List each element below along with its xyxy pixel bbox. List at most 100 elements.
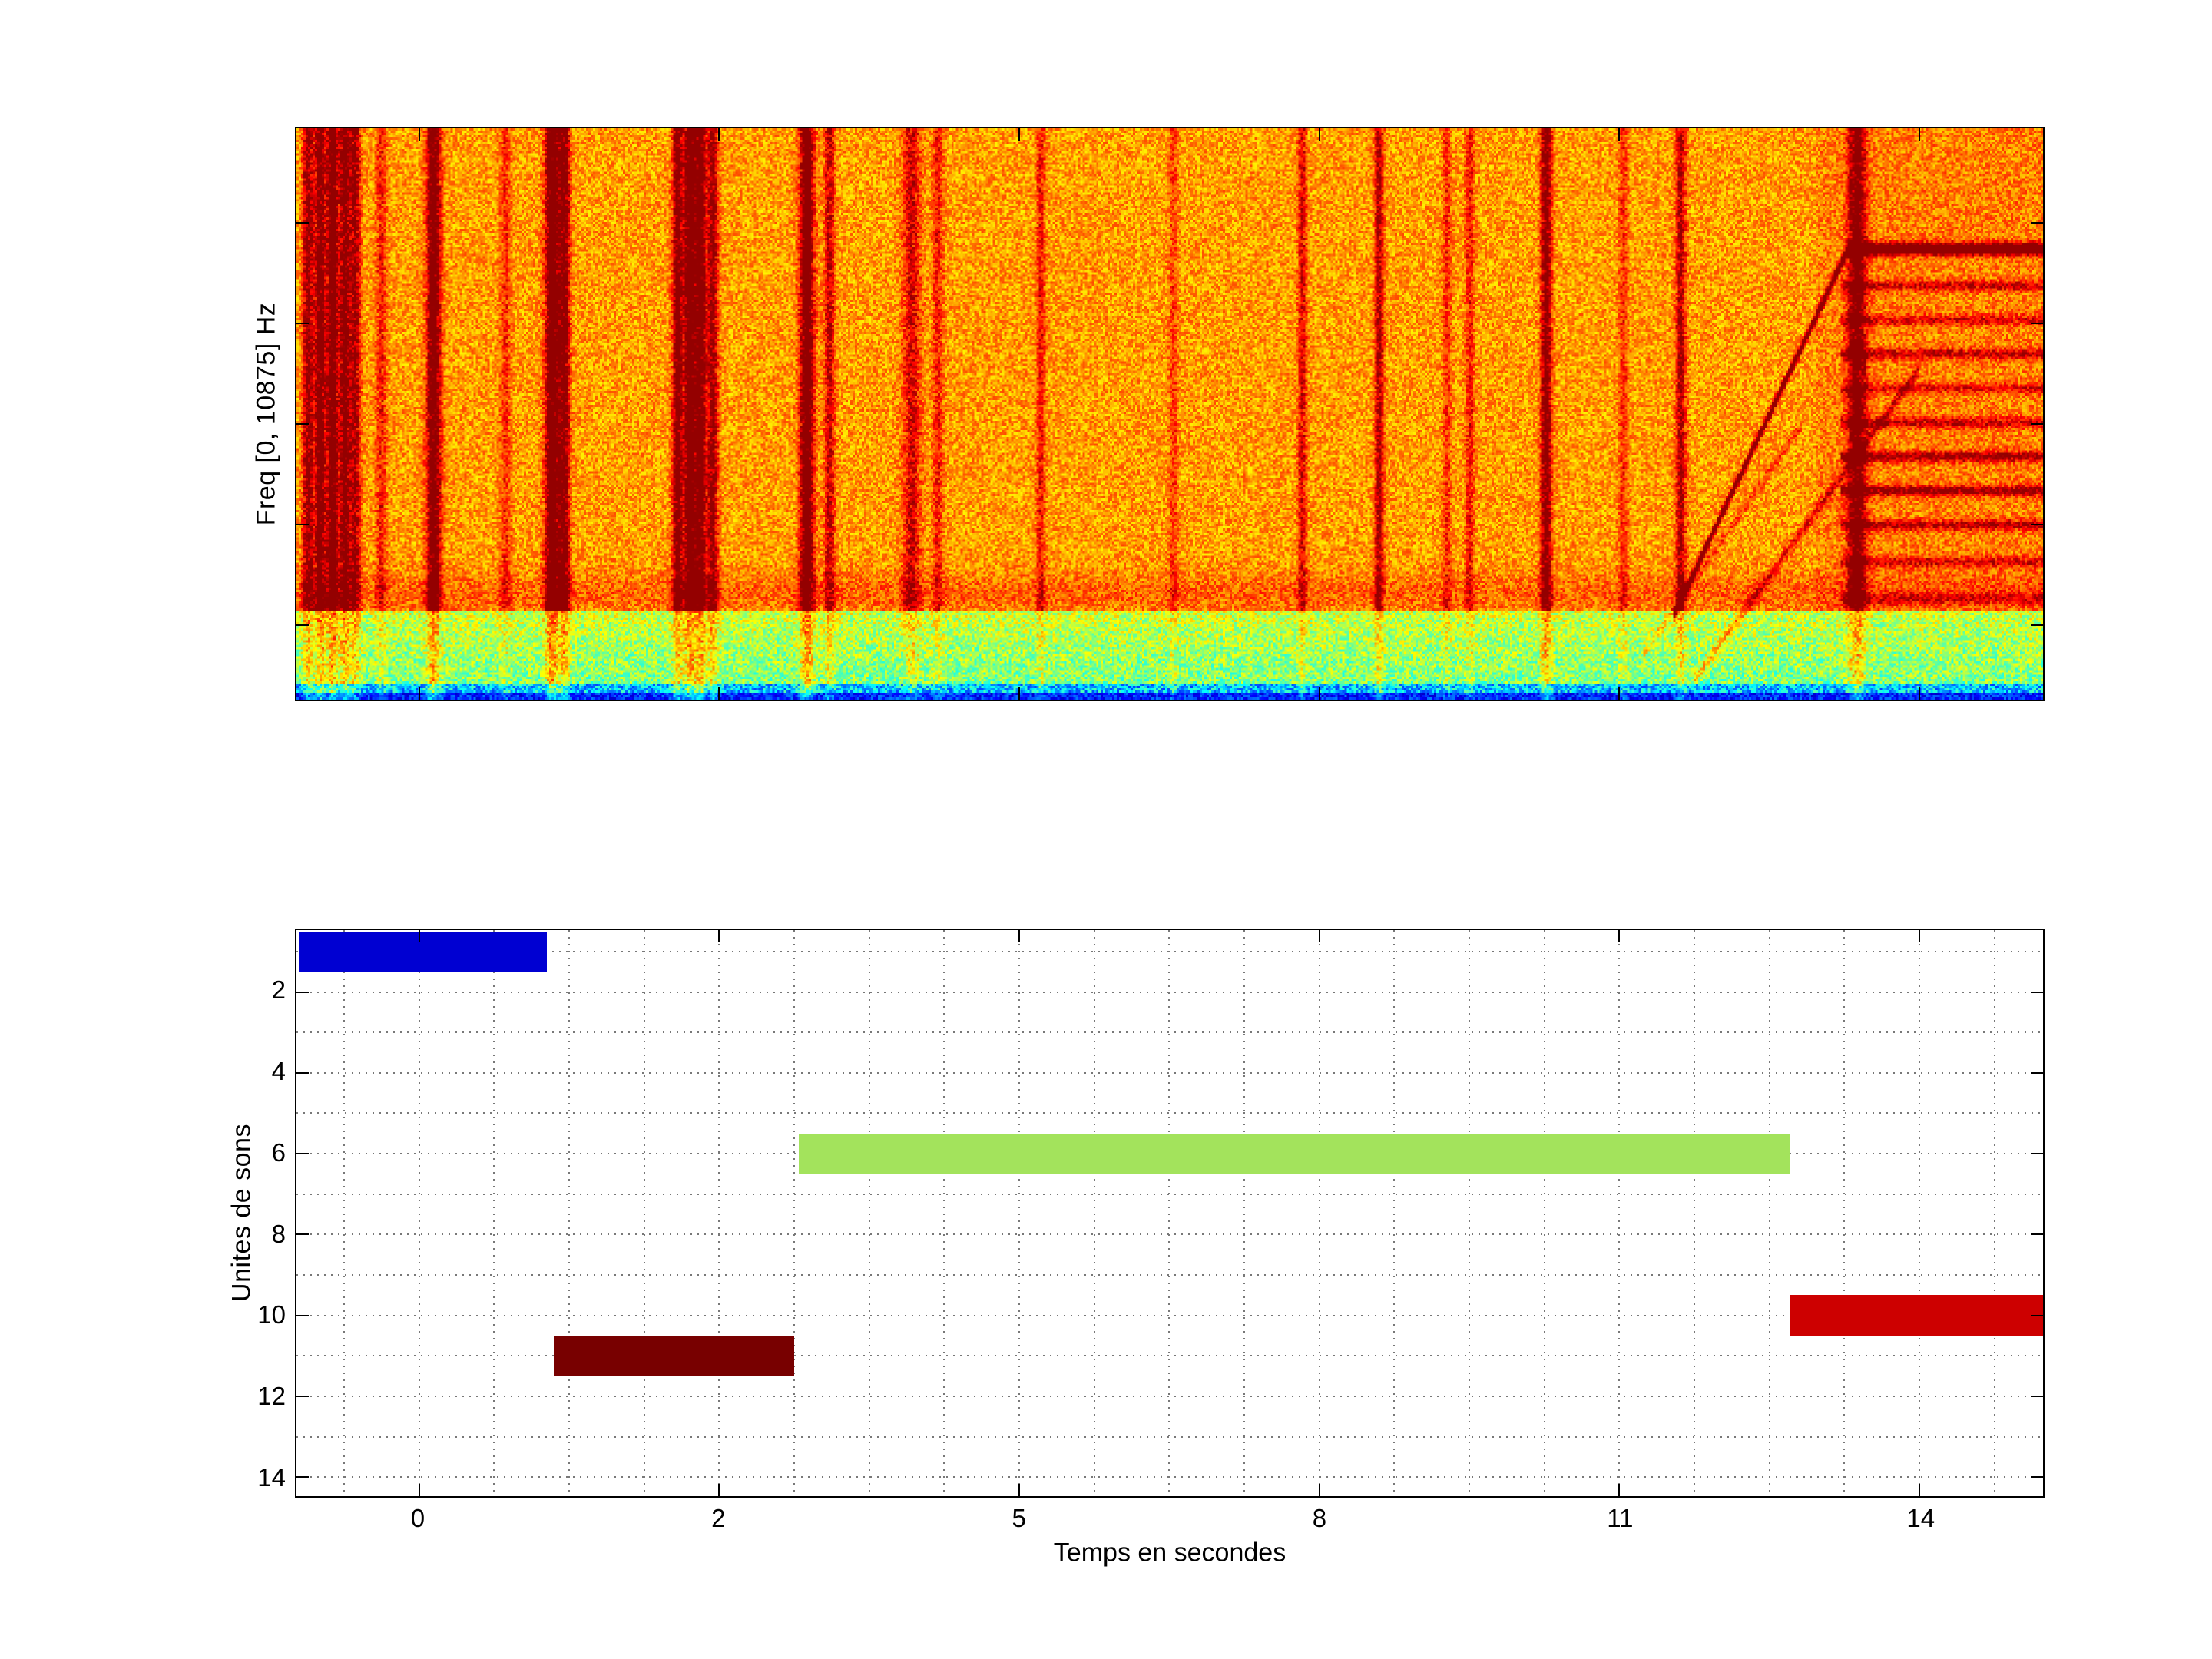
axis-tick [296,1153,309,1155]
sound-unit-segment-10 [1789,1295,2043,1336]
grid-line-vertical [1093,930,1095,1496]
grid-line-vertical [343,930,345,1496]
grid-line-vertical [868,930,870,1496]
x-tick-label: 14 [1906,1504,1936,1532]
grid-line-vertical [1318,930,1320,1496]
x-tick-label: 2 [711,1504,726,1532]
axis-tick [1919,687,1920,700]
axis-tick [2031,1233,2043,1236]
grid-line-vertical [1768,930,1770,1496]
grid-line-vertical [1843,930,1846,1496]
axis-tick [1618,1484,1621,1496]
axis-tick [296,422,309,425]
axis-tick [418,128,420,141]
axis-tick [2031,624,2043,626]
sound-unit-segment-6 [799,1133,1790,1174]
axis-tick [1618,930,1621,942]
grid-line-horizontal [296,1193,2043,1195]
axis-tick [1318,128,1320,141]
x-tick-label: 5 [1012,1504,1026,1532]
sound-unit-segment-11 [554,1336,794,1376]
grid-line-vertical [568,930,570,1496]
grid-line-vertical [943,930,945,1496]
y-tick-label: 2 [271,975,286,1004]
grid-line-vertical [1468,930,1470,1496]
axis-tick [1318,1484,1320,1496]
axis-tick [2031,1071,2043,1074]
grid-line-horizontal [296,1031,2043,1034]
grid-line-vertical [718,930,720,1496]
spectrogram-ylabel: Freq [0, 10875] Hz [251,302,281,526]
x-tick-label: 8 [1312,1504,1327,1532]
grid-line-horizontal [296,991,2043,993]
grid-line-horizontal [296,1355,2043,1357]
axis-tick [2031,523,2043,525]
grid-line-vertical [1993,930,1995,1496]
axis-tick [1018,687,1020,700]
grid-line-horizontal [296,1476,2043,1479]
axis-tick [1919,128,1920,141]
axis-tick [296,322,309,324]
axis-tick [1618,128,1621,141]
axis-tick [1018,1484,1020,1496]
axis-tick [418,1484,420,1496]
grid-line-horizontal [296,1395,2043,1397]
axis-tick [296,1233,309,1236]
axis-tick [718,930,720,942]
axis-tick [1919,1484,1920,1496]
axis-tick [296,221,309,224]
spectrogram-image [296,128,2043,700]
axis-tick [296,991,309,993]
axis-tick [2031,422,2043,425]
axis-tick [718,128,720,141]
axis-tick [2031,1476,2043,1479]
grid-line-vertical [1693,930,1695,1496]
grid-line-horizontal [296,1112,2043,1114]
grid-line-horizontal [296,1233,2043,1236]
grid-line-horizontal [296,1435,2043,1438]
grid-line-horizontal [296,1071,2043,1074]
axis-tick [418,687,420,700]
grid-line-horizontal [296,1314,2043,1316]
axis-tick [1318,687,1320,700]
axis-tick [296,1395,309,1397]
y-tick-label: 6 [271,1137,286,1167]
grid-line-vertical [793,930,795,1496]
axis-tick [1919,930,1920,942]
axis-tick [296,523,309,525]
time-axis-label: Temps en secondes [1053,1538,1286,1568]
axis-tick [296,1071,309,1074]
axis-tick [718,1484,720,1496]
grid-line-horizontal [296,1274,2043,1277]
axis-tick [1618,687,1621,700]
grid-line-vertical [418,930,420,1496]
axis-tick [2031,1395,2043,1397]
axis-tick [2031,322,2043,324]
spectrogram-axes [295,127,2045,701]
axis-tick [2031,1153,2043,1155]
y-tick-label: 8 [271,1219,286,1248]
axis-tick [296,1476,309,1479]
grid-line-vertical [1618,930,1621,1496]
grid-line-vertical [493,930,495,1496]
axis-tick [2031,221,2043,224]
y-tick-label: 10 [257,1300,286,1330]
axis-tick [2031,991,2043,993]
axis-tick [296,624,309,626]
grid-line-vertical [643,930,645,1496]
grid-line-vertical [1393,930,1396,1496]
axis-tick [418,930,420,942]
y-tick-label: 12 [257,1382,286,1411]
axis-tick [2031,1314,2043,1316]
axis-tick [1318,930,1320,942]
y-tick-label: 4 [271,1056,286,1085]
axis-tick [1018,930,1020,942]
grid-line-horizontal [296,950,2043,952]
axis-tick [1018,128,1020,141]
grid-line-vertical [1018,930,1020,1496]
grid-line-vertical [1919,930,1920,1496]
grid-line-vertical [1243,930,1245,1496]
x-tick-label: 11 [1607,1504,1634,1532]
x-tick-label: 0 [410,1504,426,1532]
